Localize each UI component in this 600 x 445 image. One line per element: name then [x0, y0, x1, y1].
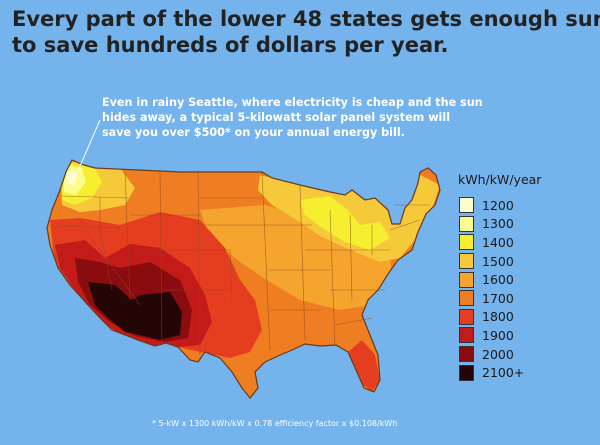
- legend-item: 1700: [459, 289, 524, 308]
- legend-swatch: [459, 364, 474, 381]
- legend: 1200 1300 1400 1500 1600 1700 1800 1900 2000 2100…: [459, 196, 524, 382]
- zone-1400: [300, 196, 390, 250]
- legend-swatch: [459, 234, 474, 251]
- legend-item: 1600: [459, 270, 524, 289]
- us-outline: [46, 159, 441, 399]
- zone-2100-plus: [88, 282, 182, 340]
- legend-swatch: [459, 346, 474, 363]
- legend-swatch: [459, 290, 474, 307]
- legend-item: 2100+: [459, 363, 524, 382]
- legend-label: 2100+: [482, 365, 525, 381]
- footnote: * 5-kW x 1300 kWh/kW x 0.78 efficiency f…: [152, 419, 398, 428]
- legend-swatch: [459, 197, 474, 214]
- legend-label: 1300: [482, 216, 514, 232]
- legend-label: 1600: [482, 272, 514, 288]
- callout-line-3: save you over $500* on your annual energ…: [102, 126, 405, 139]
- legend-swatch: [459, 308, 474, 325]
- legend-label: 1200: [482, 197, 514, 213]
- legend-label: 2000: [482, 346, 514, 362]
- legend-label: 1900: [482, 327, 514, 343]
- callout-line-2: hides away, a typical 5-kilowatt solar p…: [102, 111, 451, 124]
- seattle-callout: Even in rainy Seattle, where electricity…: [102, 95, 483, 140]
- legend-swatch: [459, 327, 474, 344]
- legend-label: 1400: [482, 234, 514, 250]
- zone-1200: [66, 170, 76, 185]
- legend-item: 2000: [459, 345, 524, 364]
- callout-line-1: Even in rainy Seattle, where electricity…: [102, 96, 483, 109]
- legend-title: kWh/kW/year: [458, 172, 542, 187]
- headline: Every part of the lower 48 states gets e…: [12, 6, 600, 58]
- zone-1600-central: [200, 205, 392, 310]
- legend-label: 1500: [482, 253, 514, 269]
- legend-swatch: [459, 271, 474, 288]
- legend-swatch: [459, 215, 474, 232]
- legend-item: 1800: [459, 308, 524, 327]
- headline-line-1: Every part of the lower 48 states gets e…: [12, 7, 600, 31]
- legend-label: 1700: [482, 290, 514, 306]
- headline-line-2: to save hundreds of dollars per year.: [12, 33, 449, 57]
- legend-item: 1300: [459, 215, 524, 234]
- legend-item: 1200: [459, 196, 524, 215]
- seattle-pointer-line: [73, 119, 101, 181]
- zone-1800-florida: [348, 340, 380, 392]
- state-borders: [57, 171, 430, 356]
- legend-item: 1400: [459, 233, 524, 252]
- legend-item: 1500: [459, 252, 524, 271]
- legend-label: 1800: [482, 309, 514, 325]
- legend-item: 1900: [459, 326, 524, 345]
- legend-swatch: [459, 253, 474, 270]
